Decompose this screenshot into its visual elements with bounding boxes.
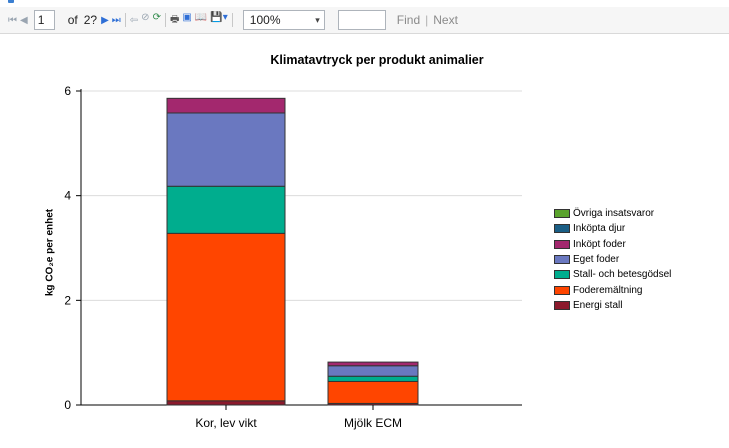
find-next-link[interactable]: Next xyxy=(433,13,458,27)
page-setup-icon[interactable]: 📖 xyxy=(194,12,208,23)
legend-label: Övriga insatsvaror xyxy=(573,208,655,220)
y-tick-label: 6 xyxy=(64,84,71,98)
back-icon[interactable]: ⇦ xyxy=(129,14,139,26)
legend-item: Eget foder xyxy=(554,252,671,267)
legend-swatch xyxy=(554,300,570,310)
previous-page-icon[interactable]: ◀ xyxy=(20,14,28,26)
find-link[interactable]: Find xyxy=(396,13,421,27)
first-page-icon[interactable]: ⏮ xyxy=(8,14,17,26)
legend-swatch xyxy=(554,209,570,219)
chart-title: Klimatavtryck per produkt animalier xyxy=(270,53,484,67)
legend-swatch xyxy=(554,270,570,280)
app-icon xyxy=(8,0,14,3)
bar-segment xyxy=(166,112,286,187)
find-text-input[interactable] xyxy=(337,10,386,30)
toolbar-divider xyxy=(231,13,233,27)
legend-item: Foderemältning xyxy=(554,282,671,297)
legend-item: Inköpt foder xyxy=(554,237,671,252)
toolbar-divider xyxy=(124,13,126,27)
bar-segment xyxy=(327,375,419,382)
toolbar-divider xyxy=(164,13,166,27)
bar-segment xyxy=(166,232,286,402)
x-tick-label: Kor, lev vikt xyxy=(195,416,257,430)
legend-label: Stall- och betesgödsel xyxy=(573,269,672,281)
bar-segment xyxy=(327,361,419,367)
print-icon[interactable]: 🖶 xyxy=(169,13,180,25)
x-tick-label: Mjölk ECM xyxy=(344,416,402,430)
legend-label: Inköpt foder xyxy=(573,238,626,250)
bar-segment xyxy=(327,365,419,377)
bar-segment xyxy=(166,97,286,114)
legend-swatch xyxy=(554,285,570,295)
bar-segment xyxy=(166,400,286,406)
page-of-label: of xyxy=(67,13,78,27)
print-layout-icon[interactable]: ▣ xyxy=(182,12,192,23)
legend-item: Stall- och betesgödsel xyxy=(554,267,671,282)
legend-label: Foderemältning xyxy=(573,284,643,296)
export-icon[interactable]: 💾▾ xyxy=(210,12,228,23)
page-number-input[interactable]: 1 xyxy=(33,10,55,30)
find-separator: | xyxy=(425,13,429,27)
legend-swatch xyxy=(554,239,570,249)
stop-icon[interactable]: ⊘ xyxy=(141,12,150,23)
y-tick-label: 2 xyxy=(64,293,71,307)
chevron-down-icon: ▾ xyxy=(315,15,320,25)
legend-item: Övriga insatsvaror xyxy=(554,206,671,221)
chart-legend: Övriga insatsvaror Inköpta djur Inköpt fod… xyxy=(554,206,671,313)
zoom-value: 100% xyxy=(249,13,281,27)
zoom-select[interactable]: 100% ▾ xyxy=(242,10,325,30)
legend-swatch xyxy=(554,224,570,234)
legend-item: Inköpta djur xyxy=(554,221,671,236)
y-tick-label: 0 xyxy=(64,398,71,412)
last-page-icon[interactable]: ⏭ xyxy=(111,14,121,26)
legend-label: Energi stall xyxy=(573,299,623,311)
window-title-strip xyxy=(0,0,729,6)
y-tick-label: 4 xyxy=(64,189,71,203)
legend-label: Inköpta djur xyxy=(573,223,626,235)
legend-label: Eget foder xyxy=(573,254,620,266)
refresh-icon[interactable]: ⟳ xyxy=(152,12,161,23)
report-toolbar: ⏮ ◀ 1 of 2? ▶ ⏭ ⇦ ⊘ ⟳ 🖶 ▣ 📖 💾▾ 100% ▾ Fi… xyxy=(0,7,729,34)
bar-segment xyxy=(166,185,286,234)
next-page-icon[interactable]: ▶ xyxy=(101,14,109,26)
legend-swatch xyxy=(554,255,570,265)
page-total-label: 2? xyxy=(83,13,98,27)
bar-segment xyxy=(327,380,419,404)
legend-item: Energi stall xyxy=(554,298,671,313)
